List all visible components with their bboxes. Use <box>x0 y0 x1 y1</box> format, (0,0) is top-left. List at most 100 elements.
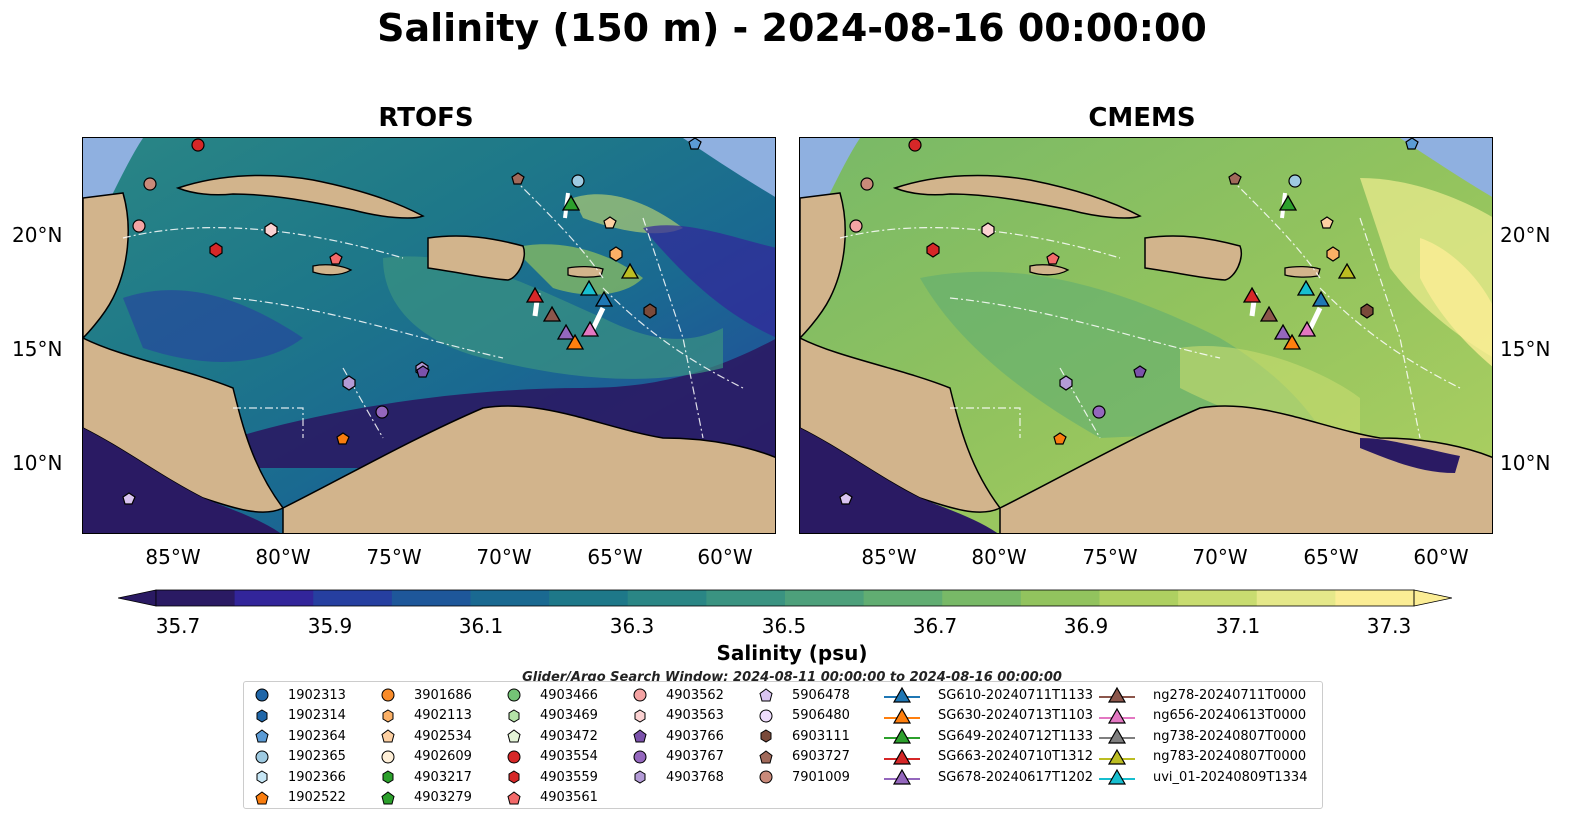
colorbar-segment <box>1099 590 1179 606</box>
lon-label-75w-right: 75°W <box>1082 545 1138 569</box>
colorbar-tick: 36.3 <box>609 614 655 638</box>
colorbar-segment <box>942 590 1022 606</box>
colorbar-segment <box>313 590 393 606</box>
legend-label: 4902609 <box>414 749 472 764</box>
lat-label-10n-right: 10°N <box>1500 451 1551 475</box>
hexagon-marker-icon <box>506 708 530 724</box>
triangle-marker-icon <box>1099 768 1143 786</box>
legend-label: 4902534 <box>414 728 472 744</box>
legend-label: 1902313 <box>288 687 346 703</box>
colorbar-segment <box>785 590 865 606</box>
legend: 1902313 1902314 1902364 1902365 1902366 19025… <box>243 681 1323 809</box>
colorbar-segment <box>1256 590 1336 606</box>
lon-label-70w-right: 70°W <box>1192 545 1248 569</box>
legend-label: 4903767 <box>666 749 724 764</box>
lon-label-85w-right: 85°W <box>861 545 917 569</box>
circle-marker-icon <box>254 749 278 765</box>
lat-label-20n-right: 20°N <box>1500 223 1551 247</box>
cmems-panel-title: CMEMS <box>1088 103 1196 133</box>
colorbar-tick: 36.5 <box>761 614 807 638</box>
triangle-marker-icon <box>1099 727 1143 745</box>
legend-item: SG678-20240617T1202 <box>884 767 1093 787</box>
legend-label: 4903563 <box>666 708 724 723</box>
legend-item: 1902313 <box>254 685 346 705</box>
colorbar-segment <box>1020 590 1100 606</box>
cmems-map <box>799 137 1493 534</box>
colorbar-tick: 35.7 <box>155 614 201 638</box>
triangle-marker-icon <box>884 686 928 704</box>
legend-item: ng656-20240613T0000 <box>1099 706 1306 726</box>
circle-marker-icon <box>254 687 278 703</box>
legend-label: ng278-20240711T0000 <box>1153 687 1307 703</box>
colorbar-segment <box>1178 590 1258 606</box>
legend-label: 4903559 <box>540 769 598 785</box>
legend-item: 4903768 <box>632 767 724 787</box>
legend-item: 4903554 <box>506 747 598 767</box>
legend-item: 4902534 <box>380 726 472 746</box>
legend-item: SG649-20240712T1133 <box>884 726 1093 746</box>
pentagon-marker-icon <box>506 790 530 806</box>
legend-item: 1902314 <box>254 706 346 726</box>
legend-item: 4903466 <box>506 685 598 705</box>
legend-label: SG610-20240711T1133 <box>938 687 1094 703</box>
lon-label-60w-right: 60°W <box>1413 545 1469 569</box>
legend-item: ng783-20240807T0000 <box>1099 747 1306 767</box>
pentagon-marker-icon <box>254 790 278 806</box>
lon-label-60w-left: 60°W <box>697 545 753 569</box>
lat-label-20n-left: 20°N <box>12 223 63 247</box>
legend-item: 6903727 <box>758 747 850 767</box>
figure-title: Salinity (150 m) - 2024-08-16 00:00:00 <box>377 6 1207 50</box>
triangle-marker-icon <box>884 768 928 786</box>
hexagon-marker-icon <box>254 769 278 785</box>
colorbar-tick: 35.9 <box>307 614 353 638</box>
legend-item: 4903563 <box>632 706 724 726</box>
pentagon-marker-icon <box>380 790 404 806</box>
legend-label: 5906480 <box>792 708 850 723</box>
legend-item: 4902113 <box>380 706 472 726</box>
legend-label: 1902366 <box>288 769 346 785</box>
lon-label-65w-right: 65°W <box>1303 545 1359 569</box>
hexagon-marker-icon <box>380 769 404 785</box>
legend-item: ng278-20240711T0000 <box>1099 685 1306 705</box>
colorbar-extend-high <box>1413 589 1452 607</box>
legend-item: SG610-20240711T1133 <box>884 685 1093 705</box>
circle-marker-icon <box>758 769 782 785</box>
triangle-marker-icon <box>1099 686 1143 704</box>
circle-marker-icon <box>380 749 404 765</box>
legend-item: 1902364 <box>254 726 346 746</box>
legend-label: 4903561 <box>540 790 598 805</box>
legend-item: SG630-20240713T1103 <box>884 706 1093 726</box>
colorbar-segment <box>391 590 471 606</box>
legend-label: uvi_01-20240809T1334 <box>1153 769 1308 785</box>
legend-label: 4903766 <box>666 728 724 744</box>
rtofs-map <box>82 137 776 534</box>
legend-item: 4903766 <box>632 726 724 746</box>
legend-item: SG663-20240710T1312 <box>884 747 1093 767</box>
hexagon-marker-icon <box>254 708 278 724</box>
legend-item: 6903111 <box>758 726 850 746</box>
legend-label: 1902365 <box>288 749 346 764</box>
triangle-marker-icon <box>884 727 928 745</box>
legend-item: 4903559 <box>506 767 598 787</box>
legend-label: ng656-20240613T0000 <box>1153 708 1307 723</box>
colorbar-segment <box>470 590 550 606</box>
legend-item: 5906480 <box>758 706 850 726</box>
legend-item: 4903562 <box>632 685 724 705</box>
circle-marker-icon <box>758 708 782 724</box>
legend-label: 7901009 <box>792 769 850 785</box>
legend-item: 4903279 <box>380 788 472 808</box>
legend-item: 1902365 <box>254 747 346 767</box>
circle-marker-icon <box>632 749 656 765</box>
legend-label: SG649-20240712T1133 <box>938 728 1094 744</box>
legend-label: 6903727 <box>792 749 850 764</box>
colorbar-segment <box>627 590 707 606</box>
legend-label: 1902364 <box>288 728 346 744</box>
legend-label: 1902314 <box>288 708 346 723</box>
legend-item: 4903472 <box>506 726 598 746</box>
circle-marker-icon <box>380 687 404 703</box>
legend-label: 6903111 <box>792 728 850 744</box>
lat-label-15n-left: 15°N <box>12 337 63 361</box>
legend-label: 4903217 <box>414 769 472 785</box>
colorbar-tick: 36.1 <box>458 614 504 638</box>
rtofs-panel-title: RTOFS <box>378 103 474 133</box>
